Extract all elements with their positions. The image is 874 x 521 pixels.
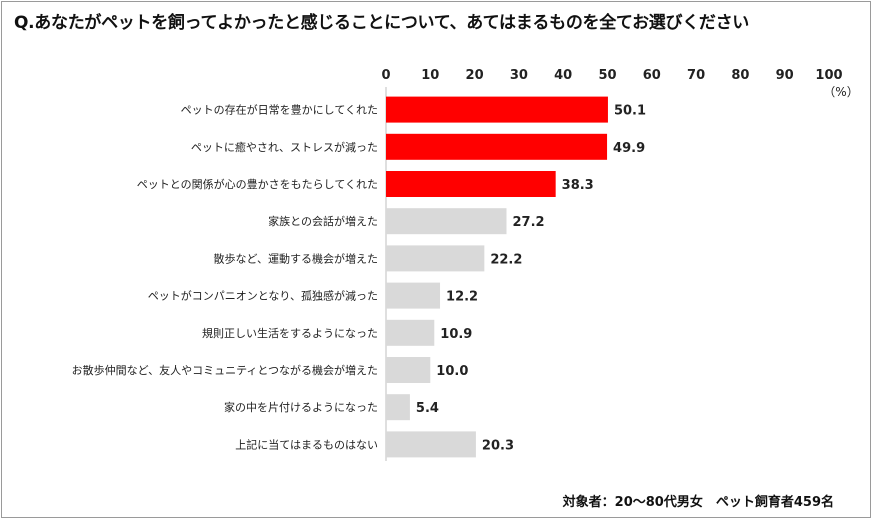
bar [386,319,435,346]
bar [386,96,608,123]
footnote: 対象者：20～80代男女 ペット飼育者459名 [562,495,834,510]
bar [386,133,608,160]
category-label: 規則正しい生活をするようになった [202,326,378,340]
value-label: 10.9 [440,327,472,342]
bar [386,357,431,383]
x-tick-label: 20 [466,68,484,83]
x-tick-label: 10 [421,68,439,83]
x-tick-label: 90 [776,68,794,83]
x-tick-label: 50 [598,68,616,83]
category-label: お散歩仲間など、友人やコミュニティとつながる機会が増えた [72,363,378,377]
value-label: 22.2 [490,252,522,267]
category-label: ペットがコンパニオンとなり、孤独感が減った [148,289,378,303]
bar [386,171,556,197]
category-label: ペットとの関係が心の豊かさをもたらしてくれた [137,177,378,191]
category-label: 家の中を片付けるようになった [224,400,378,414]
x-tick-label: 0 [381,68,390,83]
x-tick-label: 70 [687,68,705,83]
x-tick-label: 40 [554,68,572,83]
bar [386,394,410,421]
value-label: 49.9 [613,141,645,156]
bar [386,431,476,458]
value-label: 12.2 [446,290,478,305]
value-label: 27.2 [512,215,544,230]
category-label: 散歩など、運動する機会が増えた [214,251,378,265]
value-label: 38.3 [562,178,594,193]
chart-title: Q.あなたがペットを飼ってよかったと感じることについて、あてはまるものを全てお選… [14,13,750,33]
x-tick-label: 100 [815,68,842,83]
x-tick-label: 30 [510,68,528,83]
category-label: ペットの存在が日常を豊かにしてくれた [181,103,378,117]
unit-label: （%） [823,85,858,99]
value-label: 20.3 [482,438,514,453]
x-tick-label: 80 [731,68,749,83]
category-label: ペットに癒やされ、ストレスが減った [191,140,378,154]
x-tick-label: 60 [643,68,661,83]
category-label: 家族との会話が増えた [268,214,378,228]
category-label: 上記に当てはまるものはない [235,437,378,451]
bar [386,282,441,309]
bar [386,245,485,272]
bar [386,208,507,235]
value-label: 5.4 [416,401,439,416]
value-label: 10.0 [436,364,468,379]
value-label: 50.1 [614,104,646,119]
